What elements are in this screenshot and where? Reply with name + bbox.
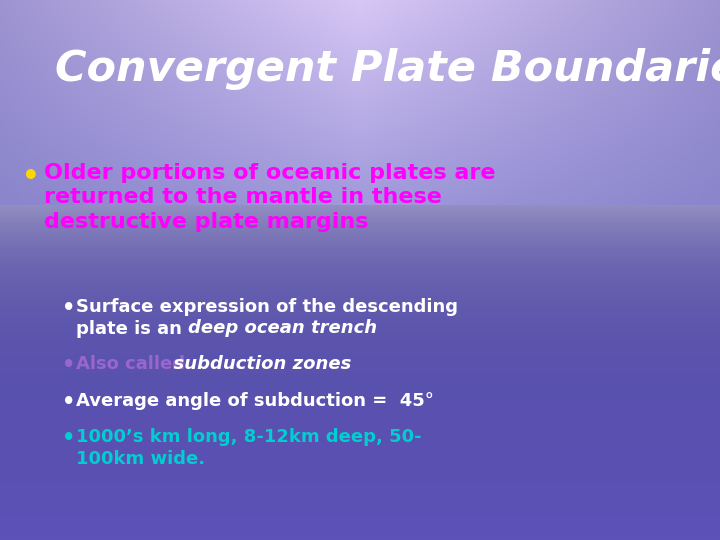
Text: Convergent Plate Boundaries: Convergent Plate Boundaries (55, 48, 720, 90)
Text: Average angle of subduction =  45°: Average angle of subduction = 45° (76, 392, 434, 410)
Text: •: • (62, 298, 76, 318)
Text: Surface expression of the descending
plate is an: Surface expression of the descending pla… (76, 298, 458, 338)
Text: Older portions of oceanic plates are
returned to the mantle in these
destructive: Older portions of oceanic plates are ret… (44, 163, 495, 232)
Text: •: • (62, 428, 76, 448)
Text: deep ocean trench: deep ocean trench (188, 319, 377, 337)
Text: •: • (62, 392, 76, 412)
Text: •: • (22, 163, 40, 191)
Text: subduction zones: subduction zones (161, 355, 351, 373)
Text: •: • (62, 355, 76, 375)
Text: 1000’s km long, 8-12km deep, 50-
100km wide.: 1000’s km long, 8-12km deep, 50- 100km w… (76, 428, 422, 468)
Text: Also called: Also called (76, 355, 185, 373)
